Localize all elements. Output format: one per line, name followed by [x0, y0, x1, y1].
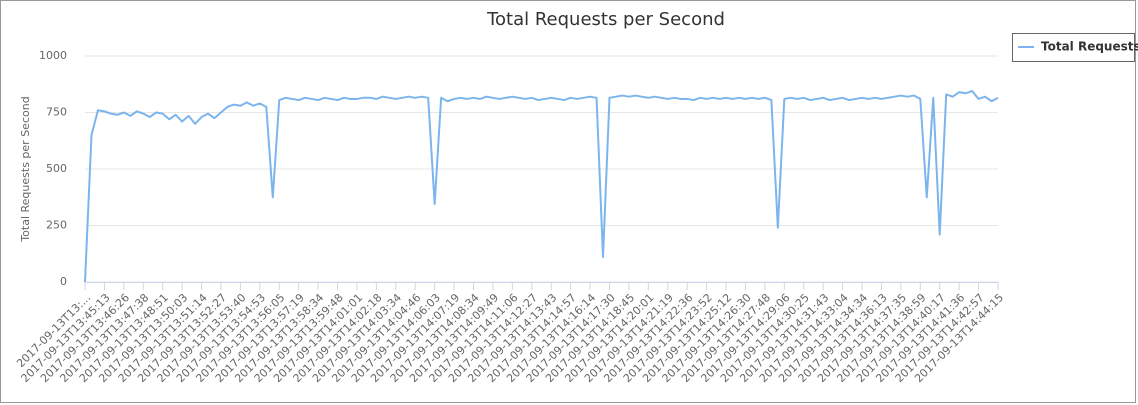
- y-tick-label: 250: [46, 219, 67, 232]
- y-tick-label: 750: [46, 106, 67, 119]
- y-tick-label: 500: [46, 162, 67, 175]
- line-series: [84, 90, 999, 283]
- legend-label: Total Requests: [1041, 40, 1138, 54]
- y-tick-label: 0: [60, 275, 67, 288]
- y-tick-label: 1000: [39, 49, 67, 62]
- chart-title: Total Requests per Second: [486, 9, 725, 30]
- y-axis-label: Total Requests per Second: [19, 96, 32, 242]
- legend: Total Requests: [1012, 33, 1138, 62]
